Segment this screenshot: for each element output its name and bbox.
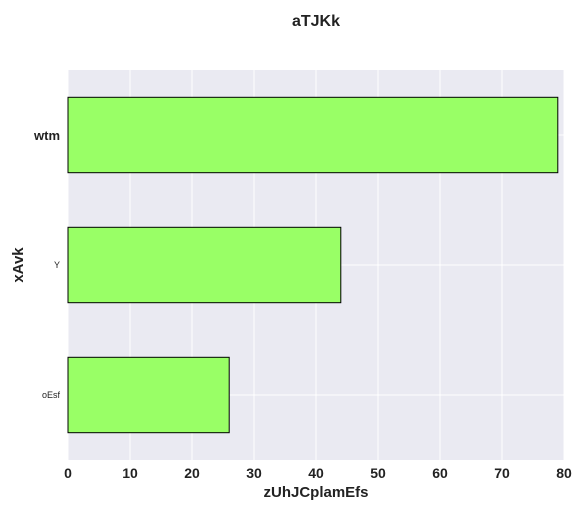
x-tick-label: 40 xyxy=(308,465,324,481)
x-tick-label: 20 xyxy=(184,465,200,481)
y-axis-label: xAvk xyxy=(10,247,27,283)
y-tick-label: wtm xyxy=(33,128,60,143)
bar-oEsf xyxy=(67,356,230,434)
bar-wtm xyxy=(67,96,559,174)
x-tick-label: 60 xyxy=(432,465,448,481)
bars xyxy=(67,96,559,434)
chart-title: aTJKk xyxy=(292,13,340,30)
x-tick-label: 30 xyxy=(246,465,262,481)
x-tick-label: 0 xyxy=(64,465,72,481)
y-tick-label: oEsf xyxy=(42,390,61,400)
x-tick-label: 10 xyxy=(122,465,138,481)
y-tick-label: Y xyxy=(54,260,60,270)
bar-Y xyxy=(67,226,342,304)
x-axis-label: zUhJCplamEfs xyxy=(263,484,368,501)
x-tick-labels: 0 10 20 30 40 50 60 70 80 xyxy=(64,465,572,481)
x-tick-label: 70 xyxy=(494,465,510,481)
x-tick-label: 50 xyxy=(370,465,386,481)
x-tick-label: 80 xyxy=(556,465,572,481)
